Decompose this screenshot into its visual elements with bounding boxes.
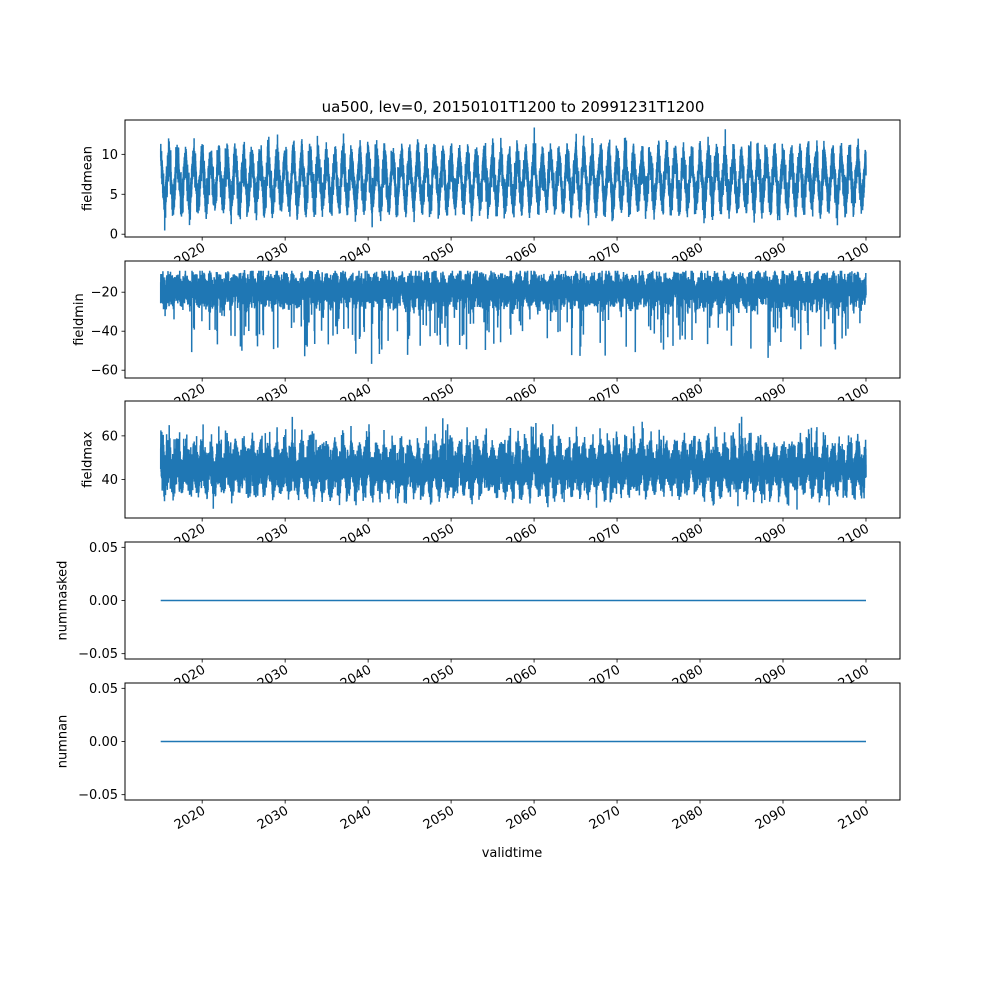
y-tick-label: −40 [91, 325, 118, 340]
y-tick-label: 5 [110, 188, 118, 203]
y-tick-label: 60 [101, 429, 118, 444]
chart-title: ua500, lev=0, 20150101T1200 to 20991231T… [322, 98, 705, 116]
y-tick-label: 0 [110, 228, 118, 243]
y-tick-label: 10 [101, 148, 118, 163]
y-tick-label: 0.05 [89, 682, 118, 697]
y-tick-label: −0.05 [78, 647, 118, 662]
y-tick-label: 0.00 [89, 735, 118, 750]
series-line-fieldmax [159, 416, 867, 510]
y-tick-label: 0.00 [89, 594, 118, 609]
y-axis-label: nummasked [56, 561, 71, 641]
y-tick-label: −20 [91, 286, 118, 301]
y-axis-label: fieldmax [80, 431, 95, 488]
y-axis-label: fieldmin [72, 293, 87, 346]
y-tick-label: 0.05 [89, 541, 118, 556]
y-axis-label: numnan [56, 715, 71, 769]
series-line-fieldmean [159, 127, 867, 231]
y-tick-label: −0.05 [78, 788, 118, 803]
y-tick-label: −60 [91, 364, 118, 379]
axes-frame [124, 400, 901, 519]
series-line-fieldmin [159, 270, 867, 364]
y-axis-label: fieldmean [80, 146, 95, 211]
axes-frame [124, 119, 901, 238]
x-axis-label: validtime [482, 846, 543, 861]
axes-frame [124, 260, 901, 379]
y-tick-label: 40 [101, 473, 118, 488]
